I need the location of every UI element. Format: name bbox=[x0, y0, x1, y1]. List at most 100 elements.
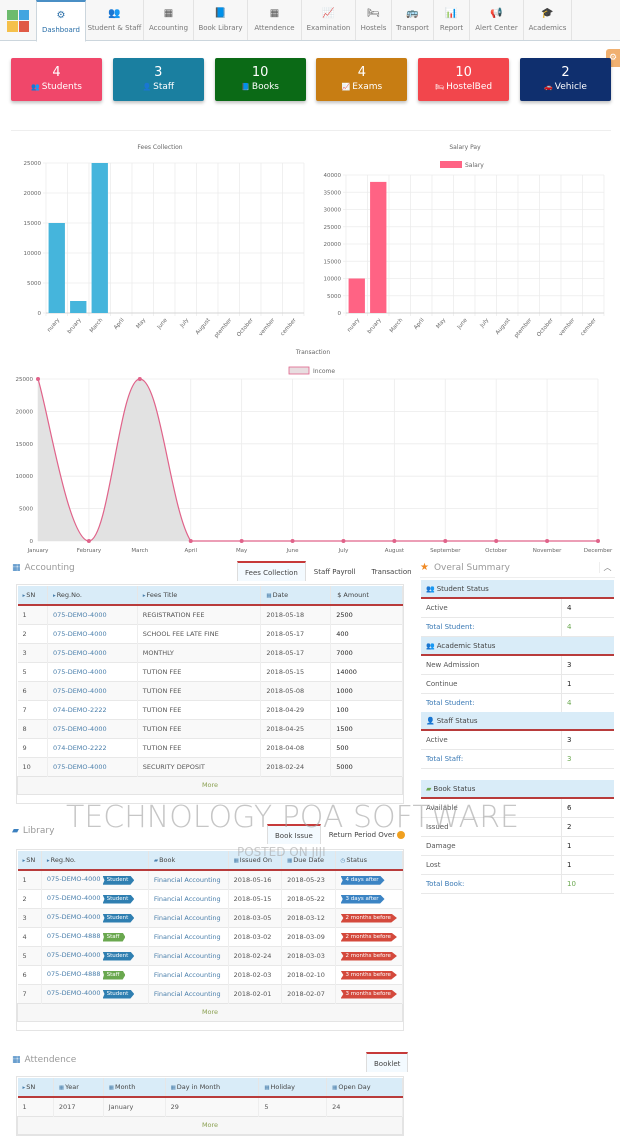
book-link[interactable]: Financial Accounting bbox=[148, 908, 228, 927]
reg-no-link[interactable]: 075-DEMO-4000 bbox=[47, 951, 101, 959]
column-header-date[interactable]: ▦Date bbox=[261, 586, 331, 605]
more-link[interactable]: More bbox=[18, 776, 403, 794]
summary-total-label: Total Student: bbox=[421, 694, 562, 712]
book-link[interactable]: Financial Accounting bbox=[148, 870, 228, 889]
svg-text:5000: 5000 bbox=[19, 507, 33, 513]
summary-total-row: Total Student:4 bbox=[421, 694, 614, 713]
summary-value: 1 bbox=[562, 675, 614, 693]
nav-tab-dashboard[interactable]: ⚙Dashboard bbox=[36, 0, 86, 42]
nav-tab-book-library[interactable]: 📘Book Library bbox=[194, 0, 248, 40]
svg-text:May: May bbox=[135, 317, 147, 330]
table-cell: 2018-04-29 bbox=[261, 700, 331, 719]
reg-no-link[interactable]: 074-DEMO-2222 bbox=[47, 700, 137, 719]
column-header-sn[interactable]: ▸SN bbox=[18, 586, 48, 605]
stat-card-staff[interactable]: 3👤Staff bbox=[113, 58, 204, 101]
summary-value: 6 bbox=[562, 799, 614, 817]
nav-tab-examination[interactable]: 📈Examination bbox=[302, 0, 356, 40]
clock-icon: ◷ bbox=[341, 858, 346, 864]
reg-no-link[interactable]: 075-DEMO-4000 bbox=[47, 643, 137, 662]
svg-text:25000: 25000 bbox=[324, 225, 342, 231]
nav-tab-academics[interactable]: 🎓Academics bbox=[524, 0, 572, 40]
column-header-status[interactable]: ◷Status bbox=[335, 851, 402, 870]
column-header-sn[interactable]: ▸SN bbox=[18, 1078, 54, 1097]
reg-no-link[interactable]: 075-DEMO-4000 bbox=[47, 913, 101, 921]
status-cell: 2 months before bbox=[335, 946, 402, 965]
status-badge: 3 days after bbox=[341, 895, 385, 904]
column-header-reg-no[interactable]: ▸Reg.No. bbox=[47, 586, 137, 605]
more-link[interactable]: More bbox=[18, 1116, 403, 1134]
column-header-month[interactable]: ▦Month bbox=[103, 1078, 165, 1097]
reg-no-link[interactable]: 075-DEMO-4000 bbox=[47, 989, 101, 997]
staff-status-header[interactable]: 👤Staff Status bbox=[421, 712, 614, 731]
reg-no-link[interactable]: 075-DEMO-4000 bbox=[47, 681, 137, 700]
reg-no-link[interactable]: 075-DEMO-4000 bbox=[47, 605, 137, 624]
svg-text:July: July bbox=[479, 317, 491, 330]
status-cell: 3 months before bbox=[335, 965, 402, 984]
svg-text:Salary: Salary bbox=[465, 162, 484, 169]
nav-tab-label: Attendence bbox=[254, 24, 294, 32]
table-cell: January bbox=[103, 1097, 165, 1116]
tab-staff-payroll[interactable]: Staff Payroll bbox=[306, 561, 364, 581]
status-cell: 2 months before bbox=[335, 908, 402, 927]
tab-fees-collection[interactable]: Fees Collection bbox=[237, 561, 306, 581]
column-header-holiday[interactable]: ▦Holiday bbox=[259, 1078, 327, 1097]
nav-tab-attendence[interactable]: ▦Attendence bbox=[248, 0, 302, 40]
book-link[interactable]: Financial Accounting bbox=[148, 984, 228, 1003]
book-link[interactable]: Financial Accounting bbox=[148, 889, 228, 908]
summary-total-label: Total Book: bbox=[421, 875, 562, 893]
stat-card-vehicle[interactable]: 2🚗Vehicle bbox=[520, 58, 611, 101]
academic-status-header[interactable]: 👥Academic Status bbox=[421, 637, 614, 656]
stat-card-exams[interactable]: 4📈Exams bbox=[316, 58, 407, 101]
summary-label: Continue bbox=[421, 675, 562, 693]
svg-text:20000: 20000 bbox=[24, 191, 42, 197]
stat-card-students[interactable]: 4👥Students bbox=[11, 58, 102, 101]
reg-no-link[interactable]: 075-DEMO-4000 bbox=[47, 719, 137, 738]
reg-no-link[interactable]: 074-DEMO-2222 bbox=[47, 738, 137, 757]
reg-no-link[interactable]: 075-DEMO-4888 bbox=[47, 932, 101, 940]
nav-tab-report[interactable]: 📊Report bbox=[434, 0, 470, 40]
more-link[interactable]: More bbox=[18, 1003, 403, 1021]
column-header-day-in-month[interactable]: ▦Day in Month bbox=[165, 1078, 259, 1097]
nav-tab-accounting[interactable]: ▦Accounting bbox=[144, 0, 194, 40]
book-link[interactable]: Financial Accounting bbox=[148, 965, 228, 984]
nav-tab-alert-center[interactable]: 📢Alert Center bbox=[470, 0, 524, 40]
tab-transaction[interactable]: Transaction bbox=[364, 561, 420, 581]
reg-no-cell: 075-DEMO-4000Student bbox=[41, 984, 148, 1003]
column-header-label: SN bbox=[26, 591, 35, 599]
student-status-header[interactable]: 👥Student Status bbox=[421, 580, 614, 599]
book-link[interactable]: Financial Accounting bbox=[148, 946, 228, 965]
book-link[interactable]: Financial Accounting bbox=[148, 927, 228, 946]
column-header-fees-title[interactable]: ▸Fees Title bbox=[137, 586, 261, 605]
book-status-header[interactable]: ▰Book Status bbox=[421, 780, 614, 799]
nav-tab-student-staff[interactable]: 👥Student & Staff bbox=[86, 0, 144, 40]
summary-total-row: Total Student:4 bbox=[421, 618, 614, 637]
stat-card-hostelbed[interactable]: 10🛏HostelBed bbox=[418, 58, 509, 101]
column-header-label: Holiday bbox=[271, 1083, 295, 1091]
reg-no-link[interactable]: 075-DEMO-4000 bbox=[47, 624, 137, 643]
reg-no-link[interactable]: 075-DEMO-4000 bbox=[47, 894, 101, 902]
column-header-reg-no[interactable]: ▸Reg.No. bbox=[41, 851, 148, 870]
summary-row: Active4 bbox=[421, 599, 614, 618]
app-logo[interactable] bbox=[0, 0, 36, 41]
summary-value: 4 bbox=[562, 599, 614, 617]
table-cell: 2018-03-03 bbox=[282, 946, 335, 965]
svg-text:July: July bbox=[338, 548, 350, 554]
reg-no-link[interactable]: 075-DEMO-4888 bbox=[47, 970, 101, 978]
reg-no-link[interactable]: 075-DEMO-4000 bbox=[47, 757, 137, 776]
column-header-year[interactable]: ▦Year bbox=[53, 1078, 103, 1097]
nav-tab-hostels[interactable]: 🛏Hostels bbox=[356, 0, 392, 40]
tab-booklet[interactable]: Booklet bbox=[366, 1052, 408, 1072]
table-row: 6075-DEMO-4000TUTION FEE2018-05-081000 bbox=[18, 681, 403, 700]
collapse-chevron-icon[interactable]: ︿ bbox=[599, 562, 615, 573]
nav-tab-transport[interactable]: 🚌Transport bbox=[392, 0, 434, 40]
reg-no-link[interactable]: 075-DEMO-4000 bbox=[47, 875, 101, 883]
users-icon: 👥 bbox=[426, 642, 435, 650]
column-header-book[interactable]: ▰Book bbox=[148, 851, 228, 870]
stat-card-books[interactable]: 10📘Books bbox=[215, 58, 306, 101]
summary-total-row: Total Book:10 bbox=[421, 875, 614, 894]
column-header-open-day[interactable]: ▦Open Day bbox=[327, 1078, 403, 1097]
column-header-sn[interactable]: ▸SN bbox=[18, 851, 42, 870]
table-row: 4075-DEMO-4888StaffFinancial Accounting2… bbox=[18, 927, 403, 946]
column-header-amount[interactable]: $ Amount bbox=[331, 586, 403, 605]
reg-no-link[interactable]: 075-DEMO-4000 bbox=[47, 662, 137, 681]
